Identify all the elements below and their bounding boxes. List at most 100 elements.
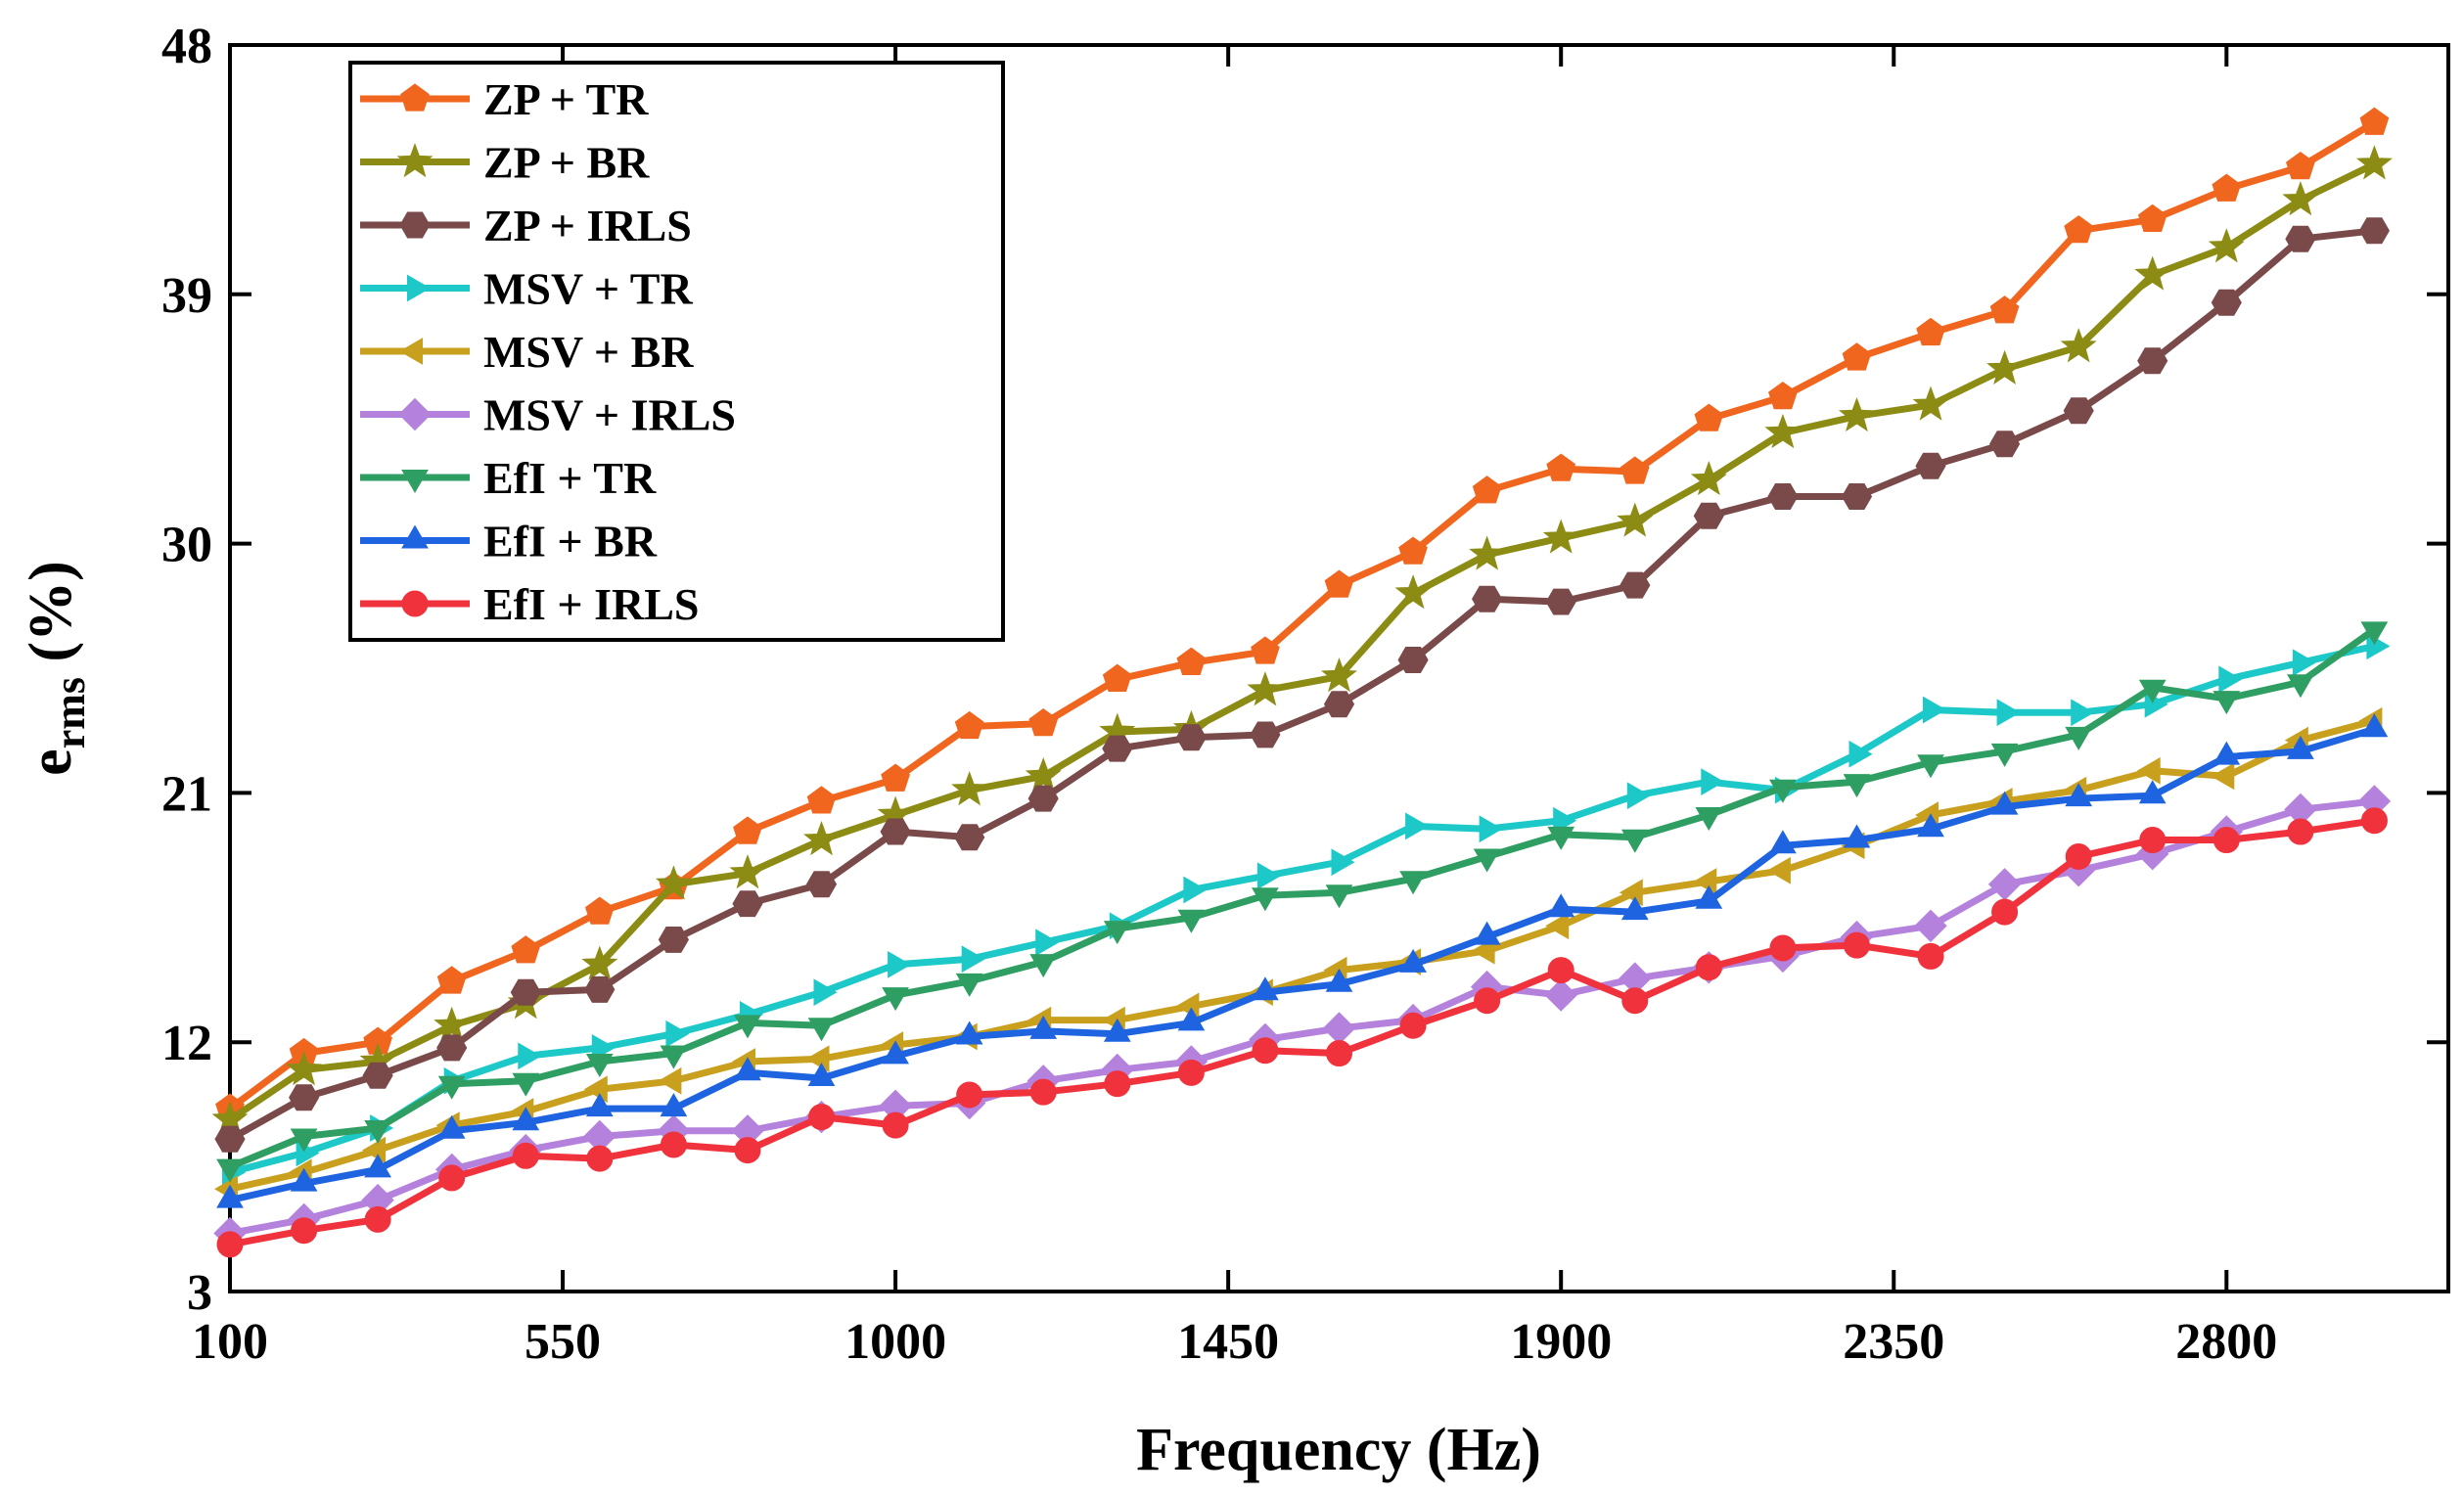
data-point-zp-irls — [362, 1062, 393, 1089]
data-point-zp-tr — [1916, 317, 1945, 346]
data-point-efi-tr — [2287, 674, 2314, 699]
data-point-efi-tr — [1990, 743, 2019, 767]
data-point-efi-tr — [512, 1072, 540, 1097]
data-point-efi-br — [437, 1114, 466, 1139]
data-point-efi-irls — [291, 1217, 318, 1245]
data-point-msv-tr — [1405, 812, 1430, 840]
data-point-efi-irls — [438, 1164, 466, 1192]
y-axis-label-unit: (%) — [18, 561, 84, 677]
data-point-zp-br — [2355, 145, 2393, 180]
legend-label: EfI + BR — [483, 517, 658, 567]
data-point-msv-irls — [1914, 909, 1947, 943]
legend-label: ZP + TR — [483, 74, 649, 124]
data-point-zp-tr — [585, 896, 615, 925]
y-axis-label: erms (%) — [18, 561, 94, 776]
data-point-zp-tr — [1768, 381, 1798, 410]
legend-entry-msv-br: MSV + BR — [360, 327, 694, 377]
data-point-zp-br — [1394, 574, 1432, 610]
data-point-efi-br — [585, 1093, 614, 1117]
data-point-msv-tr — [2218, 665, 2243, 694]
data-point-zp-br — [1617, 502, 1654, 537]
data-point-efi-tr — [1029, 954, 1058, 978]
legend-entry-zp-tr: ZP + TR — [360, 74, 649, 124]
data-point-msv-tr — [1996, 699, 2021, 727]
data-point-efi-br — [1177, 1007, 1206, 1031]
data-point-efi-br — [882, 1040, 909, 1065]
data-point-zp-irls — [1397, 647, 1429, 673]
data-point-zp-irls — [1545, 588, 1576, 615]
data-point-efi-br — [1620, 896, 1649, 921]
data-point-zp-tr — [1694, 403, 1724, 431]
data-point-efi-br — [1695, 884, 1723, 909]
y-tick-label: 3 — [187, 1265, 212, 1321]
data-point-zp-irls — [1693, 502, 1724, 529]
data-point-efi-br — [2138, 780, 2167, 804]
data-point-efi-irls — [882, 1111, 909, 1139]
data-point-zp-tr — [2359, 107, 2390, 135]
data-point-zp-irls — [1175, 724, 1207, 751]
data-point-efi-tr — [1473, 848, 1501, 873]
y-axis-label-main: e — [18, 748, 84, 776]
data-point-efi-irls — [734, 1137, 761, 1164]
data-point-zp-br — [1025, 756, 1062, 793]
data-point-zp-br — [951, 771, 988, 806]
data-point-zp-br — [2134, 255, 2171, 291]
data-point-zp-tr — [1028, 707, 1059, 737]
legend-marker — [401, 470, 429, 493]
x-tick-label: 2800 — [2175, 1314, 2277, 1370]
data-point-zp-br — [581, 945, 618, 980]
data-point-msv-tr — [665, 1020, 690, 1048]
y-tick-label: 39 — [161, 268, 212, 324]
y-tick-label: 12 — [161, 1016, 212, 1071]
series-efi-br — [216, 713, 2389, 1208]
legend-label: ZP + BR — [483, 138, 650, 188]
data-point-msv-tr — [1183, 876, 1208, 904]
legend-entry-zp-br: ZP + BR — [360, 138, 650, 188]
data-point-msv-br — [1693, 868, 1717, 895]
series-msv-br — [213, 706, 2383, 1203]
data-point-zp-irls — [880, 818, 911, 845]
data-point-efi-br — [1917, 813, 1944, 838]
y-tick-labels: 3 12 21 30 39 48 — [161, 19, 212, 1321]
data-point-efi-irls — [1621, 987, 1649, 1015]
data-point-efi-br — [2213, 741, 2241, 765]
x-tick-label: 550 — [525, 1314, 601, 1370]
data-point-zp-br — [1247, 671, 1284, 706]
x-tick-label: 1000 — [844, 1314, 946, 1370]
data-point-msv-tr — [518, 1042, 542, 1070]
data-point-zp-irls — [436, 1034, 468, 1062]
data-point-efi-irls — [808, 1104, 836, 1131]
data-point-msv-tr — [888, 951, 912, 978]
data-point-efi-irls — [1029, 1078, 1057, 1106]
data-point-efi-tr — [1103, 921, 1131, 945]
data-point-zp-br — [1321, 657, 1357, 693]
data-point-zp-tr — [1324, 569, 1354, 598]
legend-label: ZP + IRLS — [483, 201, 692, 250]
data-point-zp-br — [433, 1006, 471, 1041]
data-point-efi-br — [1029, 1015, 1058, 1039]
data-point-zp-irls — [1027, 785, 1059, 812]
data-point-efi-br — [364, 1154, 391, 1178]
legend-entry-efi-irls: EfI + IRLS — [360, 579, 700, 629]
series-layer — [211, 107, 2393, 1258]
data-point-efi-tr — [1252, 887, 1279, 912]
data-point-zp-tr — [1620, 456, 1650, 484]
series-line-msv-br — [229, 717, 2376, 1193]
data-point-zp-br — [1690, 461, 1727, 496]
legend-marker — [407, 274, 431, 302]
data-point-zp-tr — [1546, 453, 1576, 481]
data-point-efi-tr — [1695, 807, 1723, 831]
data-point-zp-tr — [436, 966, 467, 994]
data-point-efi-tr — [364, 1120, 391, 1144]
data-point-zp-irls — [954, 824, 985, 851]
legend-label: MSV + IRLS — [483, 390, 736, 440]
data-point-msv-tr — [813, 978, 838, 1007]
x-tick-label: 1450 — [1177, 1314, 1279, 1370]
data-point-efi-br — [2360, 713, 2389, 738]
data-point-efi-irls — [1547, 957, 1574, 984]
data-point-zp-irls — [584, 975, 616, 1003]
data-point-zp-irls — [1989, 431, 2021, 458]
data-point-msv-br — [2211, 762, 2235, 791]
series-zp-irls — [214, 217, 2390, 1153]
